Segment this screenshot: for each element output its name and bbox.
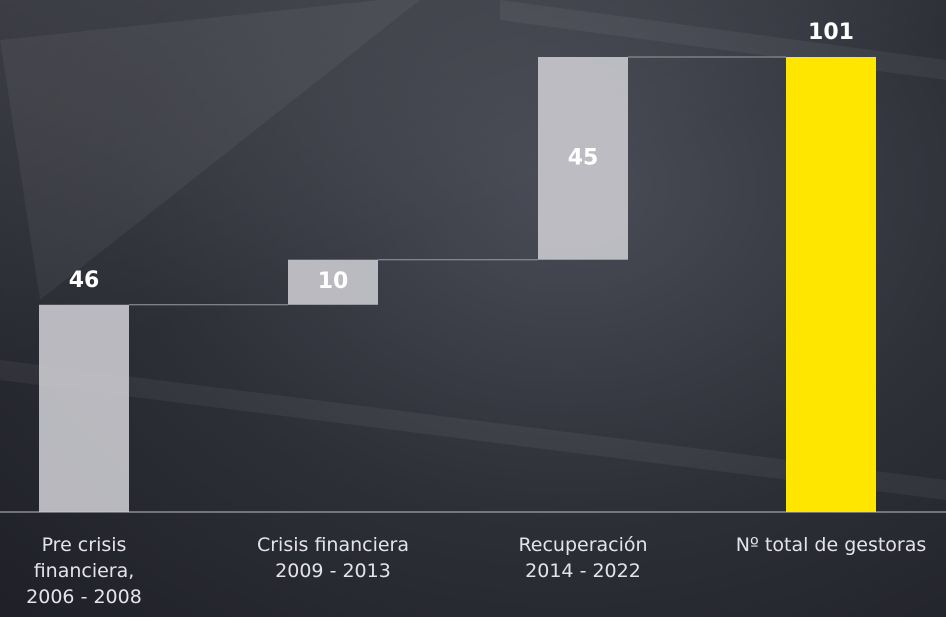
x-tick-label: Recuperación 2014 - 2022 (518, 534, 648, 582)
value-label: 46 (69, 268, 100, 293)
background-photo (0, 0, 946, 500)
bar (538, 57, 628, 260)
bar (288, 259, 378, 305)
x-tick-label: Crisis financiera 2009 - 2013 (256, 534, 410, 582)
x-tick-label: Pre crisis financiera, 2006 - 2008 (26, 534, 142, 608)
bar (39, 304, 129, 512)
bar (786, 57, 876, 512)
value-label: 101 (808, 20, 854, 45)
x-tick-label: Nº total de gestoras (735, 534, 927, 556)
value-label: 10 (318, 269, 349, 294)
value-label: 45 (568, 145, 599, 170)
